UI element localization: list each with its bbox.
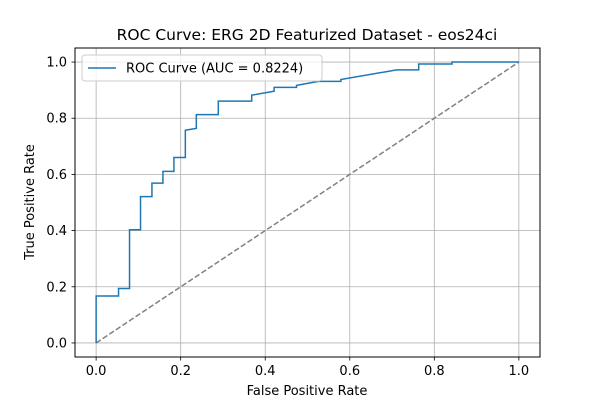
x-tick-label: 0.6 [339, 364, 360, 379]
x-tick-label: 0.4 [255, 364, 276, 379]
x-tick-label: 0.8 [424, 364, 445, 379]
legend: ROC Curve (AUC = 0.8224) [81, 54, 323, 82]
y-tick-label: 0.4 [46, 224, 67, 239]
legend-box [81, 54, 323, 82]
y-tick-label: 0.6 [46, 168, 67, 183]
x-tick-label: 1.0 [509, 364, 530, 379]
x-tick-label: 0.0 [86, 364, 107, 379]
series-layer [95, 61, 520, 344]
roc-curve-line [95, 61, 519, 343]
y-tick-label: 1.0 [46, 56, 67, 71]
x-axis: 0.0 0.2 0.4 0.6 0.8 1.0 [86, 357, 529, 379]
y-tick-label: 0.0 [46, 336, 67, 351]
y-tick-label: 0.8 [46, 112, 67, 127]
legend-label: ROC Curve (AUC = 0.8224) [126, 62, 303, 77]
y-axis: 0.0 0.2 0.4 0.6 0.8 1.0 [46, 56, 75, 351]
y-axis-label: True Positive Rate [23, 144, 38, 261]
x-tick-label: 0.2 [170, 364, 191, 379]
chance-diagonal-line [95, 61, 520, 344]
x-axis-label: False Positive Rate [247, 384, 368, 399]
plot-frame [74, 47, 541, 358]
grid [75, 48, 540, 357]
chart-title: ROC Curve: ERG 2D Featurized Dataset - e… [117, 26, 498, 44]
y-tick-label: 0.2 [46, 280, 67, 295]
